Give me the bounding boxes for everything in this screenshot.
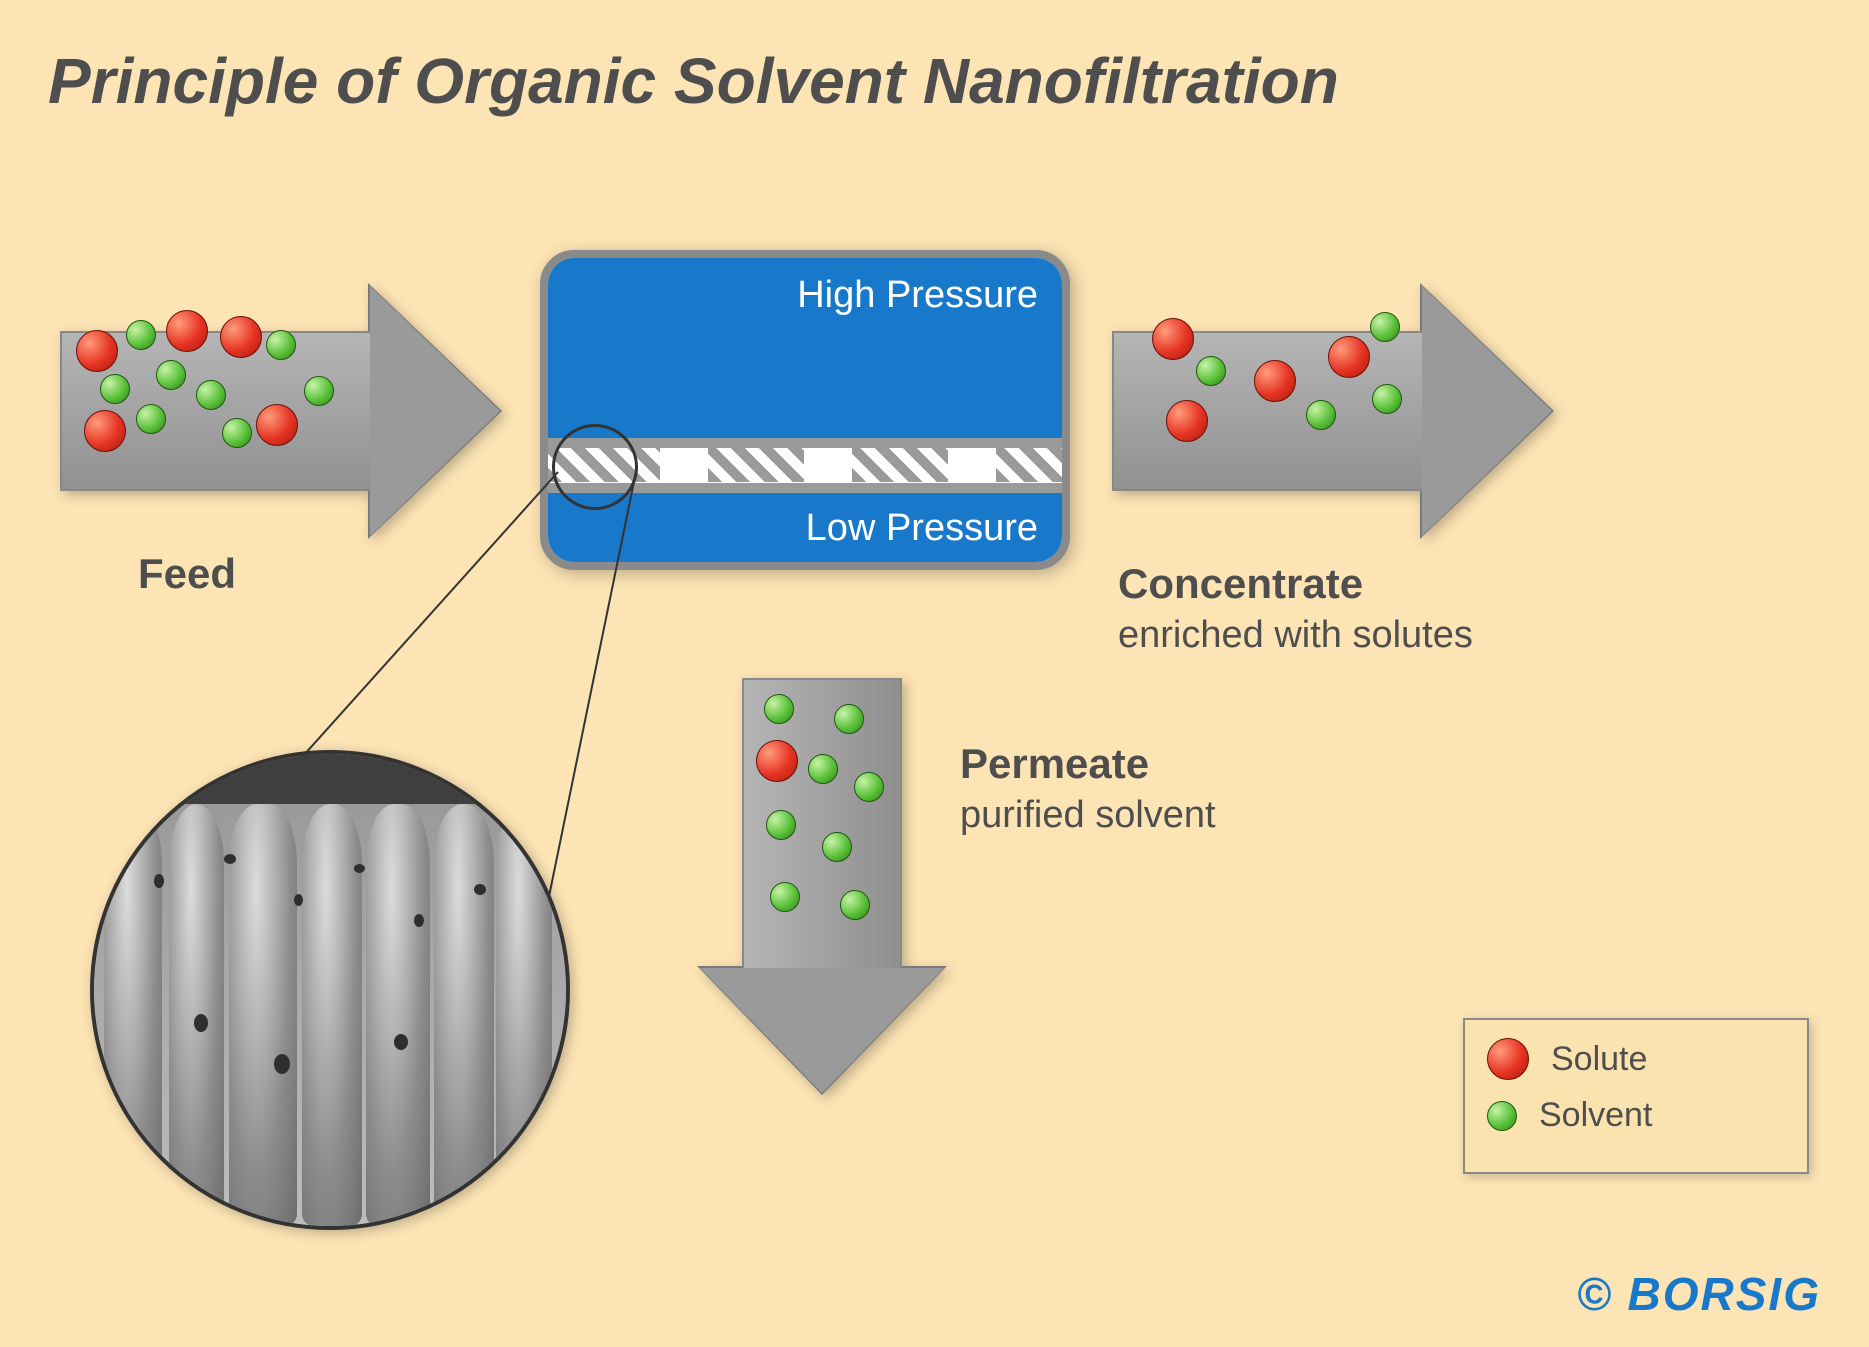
solvent-particle bbox=[808, 754, 838, 784]
solvent-particle bbox=[770, 882, 800, 912]
membrane-hatch bbox=[852, 448, 948, 482]
solvent-particle bbox=[822, 832, 852, 862]
sem-pore bbox=[414, 914, 424, 927]
solute-particle bbox=[256, 404, 298, 446]
solvent-particle bbox=[840, 890, 870, 920]
sem-pore bbox=[274, 1054, 290, 1074]
solute-particle bbox=[1152, 318, 1194, 360]
solvent-icon bbox=[1487, 1101, 1517, 1131]
low-pressure-label: Low Pressure bbox=[806, 507, 1038, 550]
solute-particle bbox=[220, 316, 262, 358]
sem-column bbox=[496, 804, 552, 1226]
solvent-particle bbox=[1370, 312, 1400, 342]
sem-pore bbox=[394, 1034, 408, 1050]
legend-row-solute: Solute bbox=[1487, 1038, 1785, 1080]
solvent-particle bbox=[156, 360, 186, 390]
legend-solute-label: Solute bbox=[1551, 1040, 1647, 1079]
solvent-particle bbox=[126, 320, 156, 350]
solvent-particle bbox=[196, 380, 226, 410]
solute-particle bbox=[84, 410, 126, 452]
solute-particle bbox=[756, 740, 798, 782]
sem-column bbox=[434, 804, 494, 1226]
solvent-particle bbox=[854, 772, 884, 802]
sem-dark-band bbox=[94, 754, 566, 804]
sem-column bbox=[302, 804, 362, 1226]
legend-box: Solute Solvent bbox=[1463, 1018, 1809, 1174]
sem-pore bbox=[224, 854, 236, 864]
solvent-particle bbox=[304, 376, 334, 406]
solvent-particle bbox=[136, 404, 166, 434]
solvent-particle bbox=[1306, 400, 1336, 430]
sem-column bbox=[229, 804, 297, 1226]
high-pressure-label: High Pressure bbox=[797, 274, 1038, 317]
sem-pore bbox=[474, 884, 486, 895]
sem-pore bbox=[354, 864, 365, 873]
solute-particle bbox=[1166, 400, 1208, 442]
feed-label: Feed bbox=[138, 550, 236, 598]
solute-particle bbox=[76, 330, 118, 372]
sem-pore bbox=[294, 894, 303, 906]
solute-particle bbox=[1328, 336, 1370, 378]
sem-pore bbox=[154, 874, 164, 888]
solute-particle bbox=[1254, 360, 1296, 402]
permeate-arrow bbox=[700, 678, 944, 1093]
permeate-sub: purified solvent bbox=[960, 794, 1216, 837]
sem-image-circle bbox=[90, 750, 570, 1230]
copyright: © BORSIG bbox=[1577, 1267, 1821, 1321]
solute-icon bbox=[1487, 1038, 1529, 1080]
membrane-module: High Pressure Low Pressure bbox=[540, 250, 1070, 570]
sem-column bbox=[104, 804, 162, 1226]
membrane-hatch bbox=[708, 448, 804, 482]
concentrate-heading: Concentrate bbox=[1118, 560, 1363, 608]
zoom-source-circle bbox=[552, 424, 638, 510]
solute-particle bbox=[166, 310, 208, 352]
solvent-particle bbox=[834, 704, 864, 734]
legend-solvent-label: Solvent bbox=[1539, 1096, 1652, 1135]
solvent-particle bbox=[222, 418, 252, 448]
sem-column bbox=[366, 804, 430, 1226]
permeate-heading: Permeate bbox=[960, 740, 1149, 788]
concentrate-sub: enriched with solutes bbox=[1118, 614, 1473, 657]
solvent-particle bbox=[764, 694, 794, 724]
solvent-particle bbox=[1372, 384, 1402, 414]
sem-pore bbox=[194, 1014, 208, 1032]
membrane-hatch bbox=[996, 448, 1066, 482]
arrow-head bbox=[1422, 286, 1552, 536]
arrow-head bbox=[370, 286, 500, 536]
solvent-particle bbox=[266, 330, 296, 360]
solvent-particle bbox=[1196, 356, 1226, 386]
solvent-particle bbox=[766, 810, 796, 840]
legend-row-solvent: Solvent bbox=[1487, 1096, 1785, 1135]
arrow-head bbox=[700, 968, 944, 1093]
solvent-particle bbox=[100, 374, 130, 404]
page-title: Principle of Organic Solvent Nanofiltrat… bbox=[48, 44, 1339, 118]
diagram-canvas: Principle of Organic Solvent Nanofiltrat… bbox=[0, 0, 1869, 1347]
